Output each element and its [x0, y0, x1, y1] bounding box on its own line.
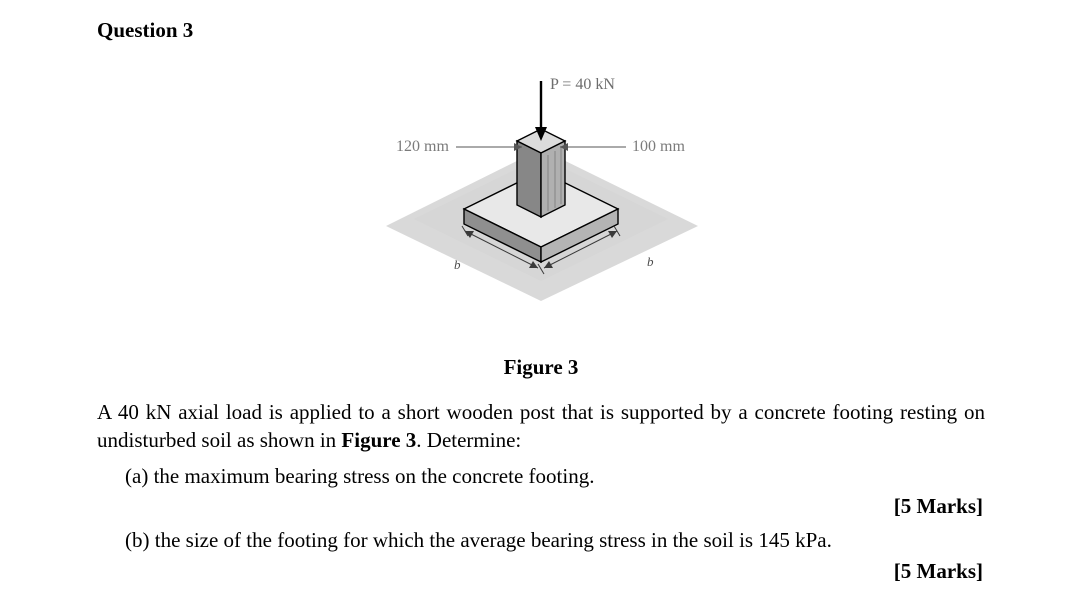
page: Question 3 P =: [0, 0, 1080, 614]
part-b: (b) the size of the footing for which th…: [125, 525, 985, 557]
question-body: A 40 kN axial load is applied to a short…: [97, 398, 985, 455]
dim-120mm: 120 mm: [396, 138, 449, 155]
b-label-right: b: [647, 254, 654, 269]
load-label: P = 40 kN: [550, 76, 615, 93]
dim-100mm: 100 mm: [632, 138, 685, 155]
figure-ref: Figure 3: [341, 428, 416, 452]
figure-container: P = 40 kN 120 mm 100 mm b b: [97, 51, 985, 341]
part-b-text: the size of the footing for which the av…: [155, 528, 832, 552]
post-left-face: [517, 141, 541, 217]
figure-3-diagram: P = 40 kN 120 mm 100 mm b b: [326, 51, 756, 341]
part-b-marks: [5 Marks]: [97, 559, 985, 584]
figure-caption: Figure 3: [97, 355, 985, 380]
body-suffix: . Determine:: [416, 428, 521, 452]
part-a: (a) the maximum bearing stress on the co…: [125, 461, 985, 493]
part-a-marks: [5 Marks]: [97, 494, 985, 519]
body-prefix: A 40 kN axial load is applied to a short…: [97, 400, 985, 452]
part-a-label: (a): [125, 464, 148, 488]
b-label-left: b: [454, 257, 461, 272]
part-a-text: the maximum bearing stress on the concre…: [154, 464, 595, 488]
post-right-face: [541, 141, 565, 217]
part-b-label: (b): [125, 528, 150, 552]
question-title: Question 3: [97, 18, 985, 43]
